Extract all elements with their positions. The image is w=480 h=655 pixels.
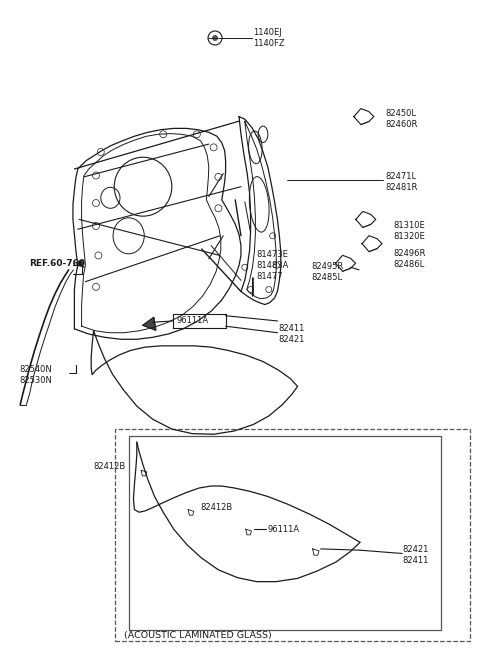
Text: 96111A: 96111A [268,525,300,534]
Text: 82450L
82460R: 82450L 82460R [385,109,417,129]
Text: 81477: 81477 [257,272,283,281]
Polygon shape [188,510,194,515]
Text: 82412B: 82412B [201,503,233,512]
Text: 82421
82411: 82421 82411 [402,546,429,565]
Text: 82412B: 82412B [94,462,126,471]
Text: 81473E
81483A: 81473E 81483A [257,250,289,270]
Polygon shape [246,529,252,535]
Bar [129,436,441,630]
Text: 82496R
82486L: 82496R 82486L [394,249,426,269]
Text: 82411
82421: 82411 82421 [278,324,305,344]
Text: 1140EJ
1140FZ: 1140EJ 1140FZ [253,28,285,48]
Circle shape [212,35,218,41]
Circle shape [78,260,84,267]
Text: (ACOUSTIC LAMINATED GLASS): (ACOUSTIC LAMINATED GLASS) [124,631,272,640]
Text: 96111A: 96111A [177,316,209,326]
Text: REF.60-760: REF.60-760 [29,259,85,268]
Text: 82540N
82530N: 82540N 82530N [19,365,52,384]
Polygon shape [143,317,156,330]
Polygon shape [312,549,319,555]
Bar [115,429,470,641]
Text: 82471L
82481R: 82471L 82481R [385,172,417,192]
Text: 82495R
82485L: 82495R 82485L [311,262,343,282]
Polygon shape [141,470,147,476]
Text: 81310E
81320E: 81310E 81320E [394,221,425,240]
